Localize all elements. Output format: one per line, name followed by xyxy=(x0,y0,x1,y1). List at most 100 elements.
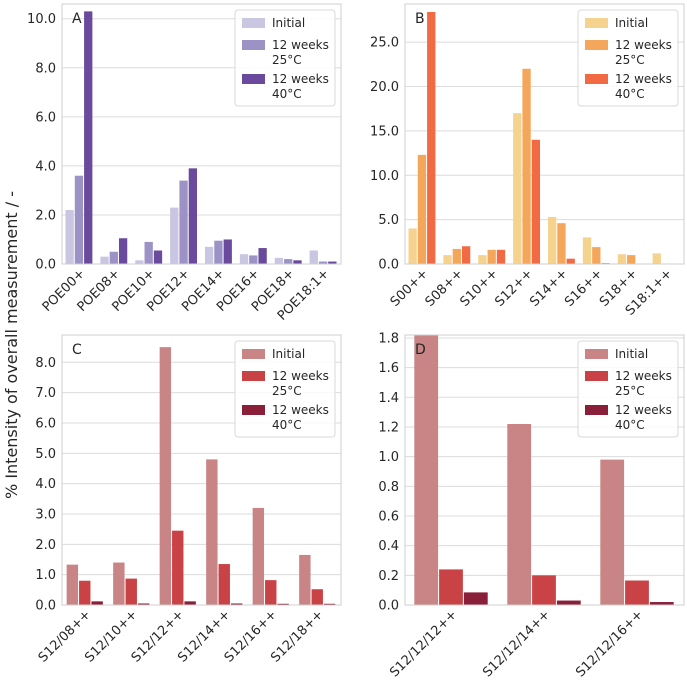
x-tick-label: S10++ xyxy=(457,266,501,310)
plot-frame xyxy=(404,334,685,606)
panel-b: 0.0 5.0 10.0 15.0 20.0 25.0 S00++S08++S10++S12… xyxy=(370,3,685,319)
bar xyxy=(556,600,581,605)
bar xyxy=(461,246,471,264)
bar xyxy=(507,424,532,605)
bar xyxy=(463,592,488,605)
bar xyxy=(230,603,243,605)
bar xyxy=(179,180,188,264)
bar xyxy=(496,249,506,264)
bar xyxy=(239,254,249,264)
y-tick-label: 7.0 xyxy=(35,386,56,401)
legend-swatch xyxy=(242,349,265,359)
bar xyxy=(206,459,218,605)
legend-swatch xyxy=(585,349,608,359)
y-tick-label: 5.0 xyxy=(378,213,399,228)
x-tick-label: S08++ xyxy=(423,266,467,310)
y-tick-label: 0.0 xyxy=(378,599,399,614)
legend-label: 12 weeks 40°C xyxy=(615,403,672,432)
y-tick-label: 1.4 xyxy=(378,391,399,406)
bar xyxy=(592,247,601,264)
legend-label: 12 weeks 40°C xyxy=(272,72,329,101)
bar xyxy=(487,249,496,264)
bar xyxy=(427,11,436,265)
legend-label: 12 weeks 25°C xyxy=(615,38,672,67)
y-tick-label: 0.0 xyxy=(35,258,56,273)
x-tick-label: S12/12/14++ xyxy=(480,607,553,680)
y-tick-label: 3.0 xyxy=(35,507,56,522)
legend-label: 12 weeks 40°C xyxy=(615,72,672,101)
legend-swatch xyxy=(585,18,608,28)
y-tick-label: 8.0 xyxy=(35,61,56,76)
y-tick-label: 0.0 xyxy=(378,258,399,273)
legend-swatch xyxy=(585,371,608,381)
y-tick-label: 8.0 xyxy=(35,356,56,371)
bar xyxy=(66,564,79,605)
bar xyxy=(159,347,172,605)
legend-label: 12 weeks 25°C xyxy=(272,369,329,398)
bar xyxy=(277,603,289,605)
legend-swatch xyxy=(242,371,265,381)
legend-swatch xyxy=(242,74,265,84)
y-tick-label: 10.0 xyxy=(27,12,56,27)
y-tick-label: 1.8 xyxy=(378,331,399,346)
bar xyxy=(249,255,258,264)
bar xyxy=(414,335,439,605)
panel-d: 0.0 0.2 0.4 0.6 0.8 1.0 1.2 1.4 1.6 1.8 S12/12/12+… xyxy=(378,331,685,680)
bar xyxy=(100,256,109,264)
y-axis-label: % Intensity of overall measurement / - xyxy=(2,191,21,499)
legend-label: 12 weeks 40°C xyxy=(272,403,329,432)
y-tick-label: 10.0 xyxy=(370,169,399,184)
bar xyxy=(627,255,636,264)
bar xyxy=(478,255,487,264)
bar xyxy=(532,575,556,605)
bar xyxy=(118,238,128,264)
y-tick-label: 0.8 xyxy=(378,480,399,495)
legend-swatch xyxy=(242,18,265,28)
plot-frame xyxy=(61,3,342,265)
bar xyxy=(284,259,293,264)
y-tick-label: 0.0 xyxy=(35,599,56,614)
bar xyxy=(452,248,461,264)
legend-swatch xyxy=(585,74,608,84)
legend-swatch xyxy=(585,405,608,415)
x-tick-label: S14++ xyxy=(527,266,571,310)
bar xyxy=(417,154,427,264)
bar xyxy=(443,255,452,264)
y-tick-label: 2.0 xyxy=(35,208,56,223)
bar xyxy=(79,580,91,605)
bar xyxy=(109,251,118,264)
y-tick-label: 1.0 xyxy=(35,568,56,583)
bar xyxy=(557,223,566,264)
bar xyxy=(408,228,417,264)
legend-swatch xyxy=(242,405,265,415)
panel-letter: D xyxy=(415,342,426,358)
y-tick-label: 1.6 xyxy=(378,361,399,376)
bar xyxy=(84,11,93,265)
legend: Initial 12 weeks 25°C 12 weeks 40°C xyxy=(577,9,679,107)
bar xyxy=(274,257,284,264)
y-tick-label: 1.0 xyxy=(378,450,399,465)
bar xyxy=(204,246,214,264)
y-tick-label: 1.2 xyxy=(378,420,399,435)
bar xyxy=(531,139,541,264)
bar xyxy=(649,602,674,605)
bar xyxy=(91,601,103,605)
bar xyxy=(323,603,336,605)
legend-swatch xyxy=(242,40,265,50)
y-tick-label: 0.2 xyxy=(378,569,399,584)
bar xyxy=(170,207,179,264)
legend: Initial 12 weeks 25°C 12 weeks 40°C xyxy=(234,340,336,438)
legend-label: 12 weeks 25°C xyxy=(615,369,672,398)
bar xyxy=(600,459,625,605)
bar xyxy=(252,507,265,605)
legend: Initial 12 weeks 25°C 12 weeks 40°C xyxy=(234,9,336,107)
y-tick-label: 2.0 xyxy=(35,538,56,553)
y-tick-label: 25.0 xyxy=(370,36,399,51)
x-tick-label: S12/12/16++ xyxy=(573,607,646,680)
panel-letter: A xyxy=(72,11,82,27)
bar xyxy=(566,258,575,264)
bar xyxy=(625,580,649,605)
bar xyxy=(184,601,196,605)
y-tick-label: 15.0 xyxy=(370,124,399,139)
